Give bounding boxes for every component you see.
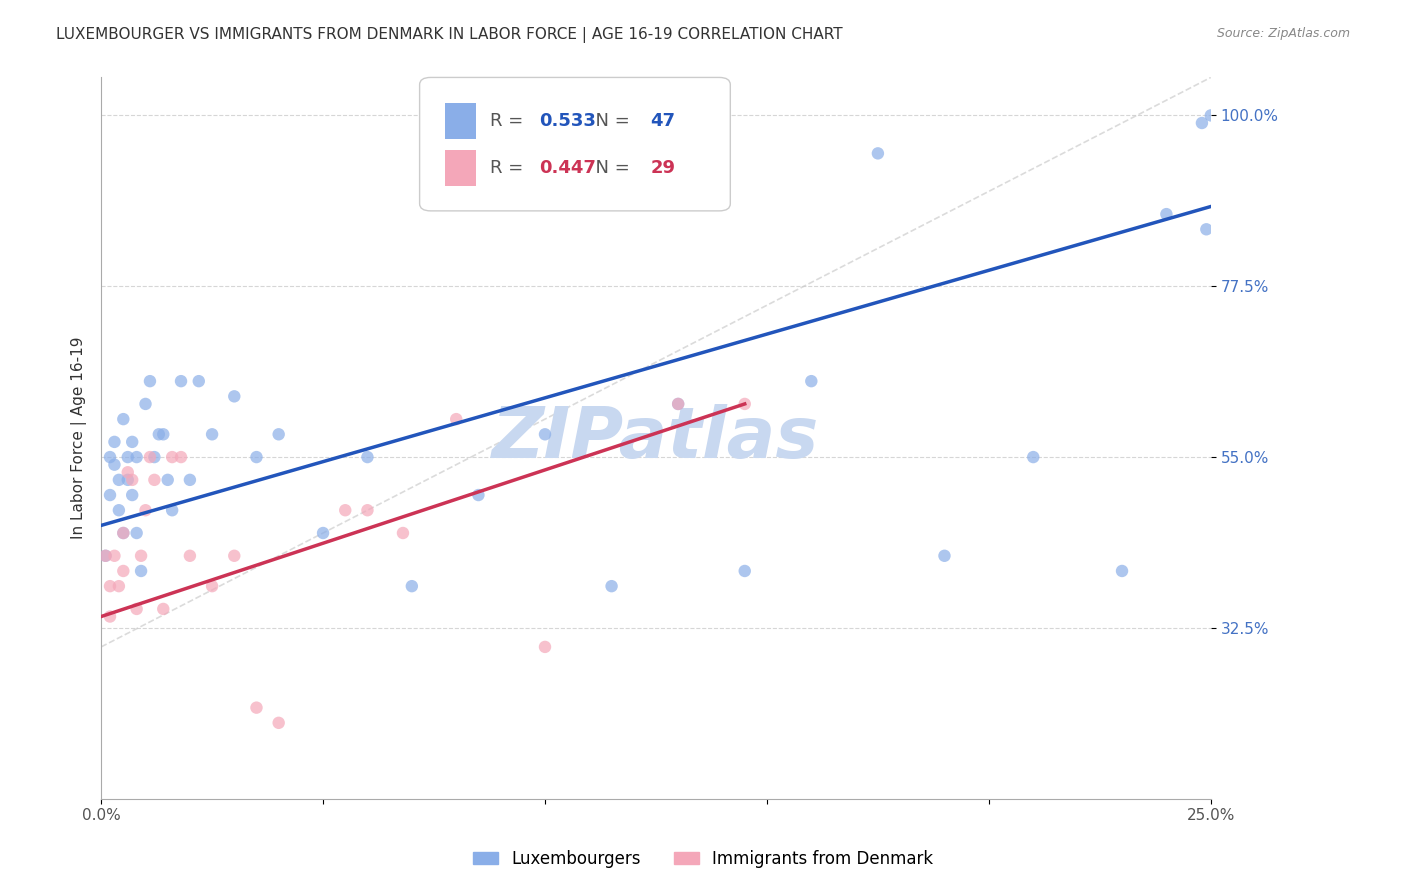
Y-axis label: In Labor Force | Age 16-19: In Labor Force | Age 16-19 xyxy=(72,337,87,540)
Point xyxy=(1111,564,1133,578)
Point xyxy=(94,549,117,563)
Point xyxy=(245,450,267,464)
Point xyxy=(392,526,415,541)
Text: R =: R = xyxy=(489,112,529,129)
Point xyxy=(112,412,135,426)
Point xyxy=(143,473,166,487)
Point xyxy=(117,465,139,479)
Point xyxy=(98,450,121,464)
Point xyxy=(108,473,131,487)
Point xyxy=(94,549,117,563)
Point xyxy=(934,549,956,563)
Point xyxy=(1195,222,1218,236)
Point xyxy=(267,427,290,442)
Text: 0.533: 0.533 xyxy=(540,112,596,129)
Text: LUXEMBOURGER VS IMMIGRANTS FROM DENMARK IN LABOR FORCE | AGE 16-19 CORRELATION C: LUXEMBOURGER VS IMMIGRANTS FROM DENMARK … xyxy=(56,27,842,43)
Point xyxy=(117,450,139,464)
Point xyxy=(224,389,246,403)
Point xyxy=(534,427,557,442)
Point xyxy=(112,564,135,578)
Point xyxy=(179,549,201,563)
Point xyxy=(356,450,378,464)
Point xyxy=(467,488,489,502)
Point xyxy=(143,450,166,464)
Point xyxy=(734,397,756,411)
Point xyxy=(108,503,131,517)
Point xyxy=(335,503,357,517)
Text: 29: 29 xyxy=(651,159,675,177)
Text: N =: N = xyxy=(583,159,636,177)
Point xyxy=(112,526,135,541)
Point xyxy=(125,450,148,464)
Point xyxy=(201,427,224,442)
Point xyxy=(201,579,224,593)
Point xyxy=(139,450,162,464)
Point xyxy=(152,602,174,616)
Point xyxy=(156,473,179,487)
Point xyxy=(134,503,156,517)
Text: R =: R = xyxy=(489,159,529,177)
Point xyxy=(134,397,156,411)
Point xyxy=(1022,450,1045,464)
Point xyxy=(800,374,823,388)
Point xyxy=(866,146,889,161)
Point xyxy=(103,434,125,449)
Point xyxy=(170,374,193,388)
Bar xyxy=(446,150,477,186)
Point xyxy=(170,450,193,464)
Point xyxy=(600,579,623,593)
Text: ZIPatlas: ZIPatlas xyxy=(492,403,820,473)
Point xyxy=(245,700,267,714)
Point xyxy=(160,450,183,464)
Point xyxy=(356,503,378,517)
Point xyxy=(121,488,143,502)
Point xyxy=(98,609,121,624)
Point xyxy=(1156,207,1178,221)
Point xyxy=(121,434,143,449)
Point xyxy=(129,564,152,578)
Point xyxy=(312,526,335,541)
Point xyxy=(125,602,148,616)
Bar xyxy=(446,103,477,139)
Point xyxy=(112,526,135,541)
Point xyxy=(98,579,121,593)
Point xyxy=(125,526,148,541)
Point xyxy=(98,488,121,502)
Point xyxy=(121,473,143,487)
Point xyxy=(224,549,246,563)
Point xyxy=(534,640,557,654)
Point xyxy=(734,564,756,578)
Point xyxy=(108,579,131,593)
Point xyxy=(139,374,162,388)
Point xyxy=(103,458,125,472)
Point xyxy=(1191,116,1213,130)
Point xyxy=(152,427,174,442)
Point xyxy=(1199,108,1222,122)
Point xyxy=(148,427,170,442)
Point xyxy=(666,397,689,411)
Legend: Luxembourgers, Immigrants from Denmark: Luxembourgers, Immigrants from Denmark xyxy=(465,844,941,875)
Point xyxy=(160,503,183,517)
Text: Source: ZipAtlas.com: Source: ZipAtlas.com xyxy=(1216,27,1350,40)
Text: N =: N = xyxy=(583,112,636,129)
Point xyxy=(666,397,689,411)
Point xyxy=(103,549,125,563)
Point xyxy=(129,549,152,563)
Text: 0.447: 0.447 xyxy=(540,159,596,177)
Point xyxy=(267,715,290,730)
Point xyxy=(401,579,423,593)
FancyBboxPatch shape xyxy=(419,78,730,211)
Point xyxy=(444,412,467,426)
Point xyxy=(179,473,201,487)
Text: 47: 47 xyxy=(651,112,675,129)
Point xyxy=(187,374,209,388)
Point xyxy=(117,473,139,487)
